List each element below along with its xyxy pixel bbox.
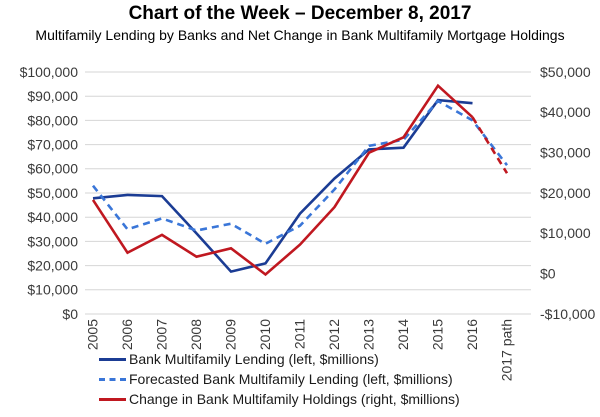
left-axis-tick: $10,000: [27, 282, 78, 298]
left-axis-tick: $80,000: [27, 112, 78, 128]
chart-subtitle: Multifamily Lending by Banks and Net Cha…: [35, 27, 565, 43]
x-axis-tick: 2015: [429, 319, 445, 350]
legend-label: Change in Bank Multifamily Holdings (rig…: [129, 391, 460, 407]
right-axis-tick: $10,000: [540, 225, 591, 241]
x-axis-tick: 2009: [222, 319, 238, 350]
x-axis-tick: 2005: [84, 319, 100, 350]
series-bank-multifamily-lending: [92, 98, 473, 274]
series-forecasted-bank-multifamily-lending: [91, 99, 509, 246]
right-axis-tick: $40,000: [540, 104, 591, 120]
left-axis-tick: $20,000: [27, 258, 78, 274]
left-axis-tick: $40,000: [27, 209, 78, 225]
legend: Bank Multifamily Lending (left, $million…: [99, 349, 460, 409]
right-axis-tick: $20,000: [540, 185, 591, 201]
left-axis-tick: $100,000: [20, 64, 79, 80]
left-axis-tick: $60,000: [27, 161, 78, 177]
legend-swatch-dashed-blue-line: [99, 377, 126, 381]
series-change-in-bank-multifamily-holdings-forecast: [471, 116, 509, 174]
left-axis-tick: $70,000: [27, 137, 78, 153]
x-axis-tick: 2008: [188, 319, 204, 350]
legend-label: Forecasted Bank Multifamily Lending (lef…: [129, 371, 453, 387]
x-axis-tick: 2013: [360, 319, 376, 350]
right-axis-tick: $0: [540, 266, 556, 282]
left-axis-tick: $90,000: [27, 88, 78, 104]
legend-item-forecasted-lending: Forecasted Bank Multifamily Lending (lef…: [99, 369, 460, 389]
legend-label: Bank Multifamily Lending (left, $million…: [129, 351, 379, 367]
legend-swatch-solid-red-line: [99, 397, 126, 401]
x-axis-tick: 2007: [153, 319, 169, 350]
legend-item-bank-multifamily-lending: Bank Multifamily Lending (left, $million…: [99, 349, 460, 369]
right-axis-tick: -$10,000: [540, 306, 595, 322]
x-axis-tick: 2016: [464, 319, 480, 350]
left-axis-tick: $50,000: [27, 185, 78, 201]
left-axis-tick: $0: [62, 306, 78, 322]
x-axis-tick: 2006: [119, 319, 135, 350]
legend-item-change-in-holdings: Change in Bank Multifamily Holdings (rig…: [99, 389, 460, 409]
x-axis-tick: 2010: [257, 319, 273, 350]
legend-swatch-solid-blue-line: [99, 357, 126, 361]
left-axis-tick: $30,000: [27, 233, 78, 249]
chart-title: Chart of the Week – December 8, 2017: [128, 3, 472, 24]
x-axis-tick: 2014: [395, 319, 411, 350]
right-axis-tick: $50,000: [540, 64, 591, 80]
x-axis-tick: 2012: [326, 319, 342, 350]
right-axis-tick: $30,000: [540, 145, 591, 161]
x-axis-tick: 2017 path: [498, 319, 514, 381]
x-axis-tick: 2011: [291, 319, 307, 349]
series-change-in-bank-multifamily-holdings: [91, 83, 474, 277]
